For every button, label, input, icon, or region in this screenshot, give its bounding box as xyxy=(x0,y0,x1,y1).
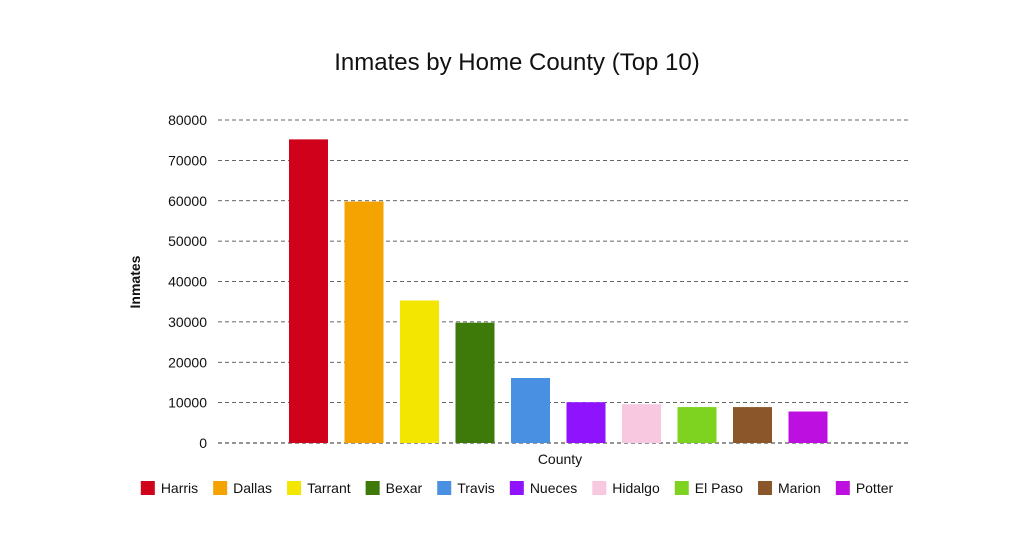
legend-label: Hidalgo xyxy=(612,480,660,496)
y-axis-ticks: 0 10000 20000 30000 40000 50000 60000 70000 8000… xyxy=(168,112,207,451)
y-tick-label: 60000 xyxy=(168,193,207,209)
legend-swatch xyxy=(592,481,607,495)
bar-hidalgo: Hidalgo: 9600 xyxy=(622,404,661,443)
legend-swatch xyxy=(140,481,155,495)
bar-travis: Travis: 16100 xyxy=(511,377,550,443)
y-tick-label: 70000 xyxy=(168,152,207,168)
bar-el-paso: El Paso: 8900 xyxy=(677,407,717,443)
legend-item-dallas: Dallas xyxy=(213,480,272,496)
legend-item-bexar: Bexar xyxy=(365,480,423,496)
y-tick-label: 20000 xyxy=(168,354,207,370)
bar-potter: Potter: 7800 xyxy=(788,411,828,443)
legend-label: Dallas xyxy=(233,480,272,496)
y-axis-title: Inmates xyxy=(127,255,143,308)
legend-item-el-paso: El Paso xyxy=(674,480,743,496)
y-tick-label: 30000 xyxy=(168,314,207,330)
legend-label: Travis xyxy=(457,480,495,496)
legend-label: Bexar xyxy=(386,480,423,496)
legend-item-tarrant: Tarrant xyxy=(287,480,351,496)
legend-item-potter: Potter xyxy=(835,480,894,496)
legend: Harris Dallas Tarrant Bexar Travis Nueces Hida… xyxy=(140,480,894,496)
legend-swatch xyxy=(287,481,302,495)
y-tick-label: 0 xyxy=(199,435,207,451)
legend-swatch xyxy=(835,481,850,495)
y-tick-label: 10000 xyxy=(168,395,207,411)
legend-label: El Paso xyxy=(695,480,743,496)
bar-marion: Marion: 8900 xyxy=(733,407,772,443)
chart-title: Inmates by Home County (Top 10) xyxy=(334,49,700,76)
legend-item-marion: Marion xyxy=(758,480,821,496)
y-tick-label: 40000 xyxy=(168,274,207,290)
bar-nueces: Nueces: 10100 xyxy=(566,402,606,443)
legend-item-hidalgo: Hidalgo xyxy=(592,480,660,496)
legend-swatch xyxy=(365,481,380,495)
bar-dallas: Dallas: 59800 xyxy=(344,201,384,443)
bars: Harris: 75200 Dallas: 59800 Tarrant: 35300… xyxy=(289,139,828,443)
legend-label: Harris xyxy=(161,480,198,496)
y-tick-label: 80000 xyxy=(168,112,207,128)
legend-label: Marion xyxy=(778,480,821,496)
bar-harris: Harris: 75200 xyxy=(289,139,328,443)
legend-swatch xyxy=(758,481,773,495)
legend-swatch xyxy=(509,481,524,495)
legend-label: Potter xyxy=(856,480,894,496)
legend-swatch xyxy=(674,481,689,495)
bar-tarrant: Tarrant: 35300 xyxy=(400,300,439,443)
x-axis-title: County xyxy=(538,451,582,467)
legend-label: Tarrant xyxy=(307,480,351,496)
y-tick-label: 50000 xyxy=(168,233,207,249)
legend-item-travis: Travis xyxy=(437,480,495,496)
legend-item-harris: Harris xyxy=(140,480,198,496)
bar-bexar: Bexar: 29800 xyxy=(455,322,495,443)
legend-item-nueces: Nueces xyxy=(509,480,577,496)
legend-swatch xyxy=(437,481,452,495)
legend-label: Nueces xyxy=(530,480,577,496)
legend-swatch xyxy=(213,481,228,495)
